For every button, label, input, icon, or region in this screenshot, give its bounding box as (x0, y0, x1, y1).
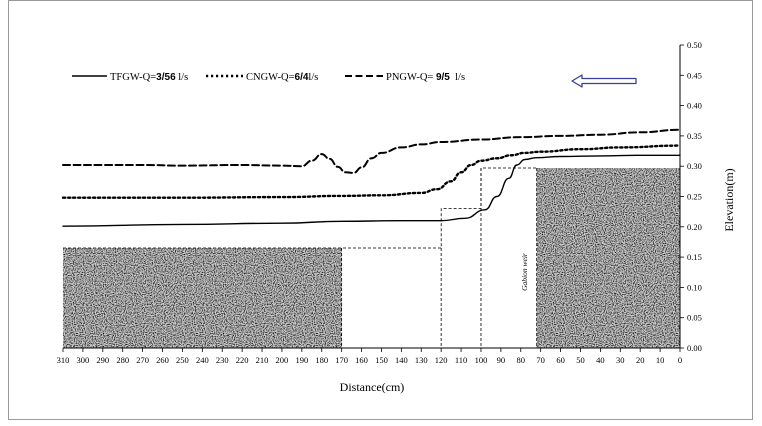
x-tick-label-290: 290 (96, 355, 109, 365)
legend-label-tfgw-unit: l/s (176, 72, 189, 83)
legend-label-tfgw-value: 3/56 (156, 72, 176, 83)
x-tick-label-80: 80 (517, 355, 526, 365)
legend-label-pngw: PNGW-Q= 9/5 l/s (386, 72, 465, 83)
x-tick-label-0: 0 (678, 355, 682, 365)
series-line-pngw (62, 128, 681, 174)
x-tick-label-10: 10 (656, 355, 665, 365)
gabion-weir-label: Gabion weir (520, 253, 529, 291)
x-tick-label-60: 60 (556, 355, 565, 365)
x-tick-label-230: 230 (216, 355, 229, 365)
y-tick-labels: 0.00 0.05 0.10 0.15 0.20 0.25 0.30 0.35 0.40 0.45… (687, 40, 702, 353)
legend-label-cngw-unit: l/s (308, 72, 318, 83)
y-tick-label-0.35: 0.35 (687, 131, 702, 141)
flow-direction-arrow-icon (571, 74, 637, 88)
x-tick-label-310: 310 (57, 355, 70, 365)
x-tick-label-120: 120 (435, 355, 448, 365)
y-tick-label-0.15: 0.15 (687, 252, 702, 262)
x-tick-label-130: 130 (415, 355, 428, 365)
x-tick-label-240: 240 (196, 355, 209, 365)
y-tick-label-0.40: 0.40 (687, 101, 702, 111)
legend: TFGW-Q=3/56 l/s CNGW-Q=6/4l/s PNGW-Q= 9/… (72, 72, 465, 83)
y-axis-title: Elevation(m) (722, 168, 736, 231)
x-axis-title: Distance(cm) (340, 380, 405, 394)
x-tick-label-280: 280 (116, 355, 129, 365)
legend-label-tfgw: TFGW-Q=3/56 l/s (110, 72, 188, 83)
x-tick-label-150: 150 (375, 355, 388, 365)
y-tick-label-0.25: 0.25 (687, 192, 702, 202)
legend-label-cngw-prefix: CNGW-Q= (246, 72, 295, 83)
right-gravel-bed (536, 168, 680, 348)
x-tick-label-180: 180 (315, 355, 328, 365)
legend-label-tfgw-prefix: TFGW-Q= (110, 72, 156, 83)
legend-label-cngw: CNGW-Q=6/4l/s (246, 72, 318, 83)
x-tick-label-90: 90 (497, 355, 506, 365)
x-tick-label-250: 250 (176, 355, 189, 365)
y-tick-label-0.00: 0.00 (687, 343, 702, 353)
series-line-tfgw (62, 154, 681, 227)
x-tick-label-50: 50 (576, 355, 585, 365)
x-tick-label-210: 210 (256, 355, 269, 365)
x-tick-label-40: 40 (596, 355, 605, 365)
series-layer (61, 128, 682, 227)
x-tick-label-200: 200 (276, 355, 289, 365)
x-tick-label-190: 190 (295, 355, 308, 365)
axis-layer (62, 44, 684, 352)
y-tick-label-0.10: 0.10 (687, 282, 702, 292)
x-tick-label-170: 170 (335, 355, 348, 365)
bed-layer (63, 168, 680, 348)
x-tick-label-160: 160 (355, 355, 368, 365)
x-tick-label-140: 140 (395, 355, 408, 365)
x-tick-label-270: 270 (136, 355, 149, 365)
x-tick-label-260: 260 (156, 355, 169, 365)
left-gravel-bed (63, 248, 342, 348)
legend-label-pngw-unit: l/s (450, 72, 465, 83)
y-tick-label-0.20: 0.20 (687, 222, 702, 232)
x-tick-labels: 310 300 290 280 270 260 250 240 230 220 210 200 190 1… (57, 355, 683, 365)
y-tick-label-0.30: 0.30 (687, 161, 702, 171)
x-tick-label-300: 300 (77, 355, 90, 365)
x-tick-label-20: 20 (636, 355, 645, 365)
legend-label-pngw-prefix: PNGW-Q= (386, 72, 436, 83)
legend-label-cngw-value: 6/4 (295, 72, 309, 83)
flow-arrow-shape (571, 74, 637, 88)
y-tick-label-0.05: 0.05 (687, 313, 702, 323)
legend-label-pngw-value: 9/5 (436, 72, 450, 83)
x-tick-label-30: 30 (616, 355, 625, 365)
x-tick-label-220: 220 (236, 355, 249, 365)
y-tick-label-0.50: 0.50 (687, 40, 702, 50)
series-line-cngw (61, 144, 682, 199)
x-tick-label-70: 70 (536, 355, 545, 365)
x-tick-label-100: 100 (475, 355, 488, 365)
x-tick-label-110: 110 (455, 355, 467, 365)
y-tick-label-0.45: 0.45 (687, 70, 702, 80)
